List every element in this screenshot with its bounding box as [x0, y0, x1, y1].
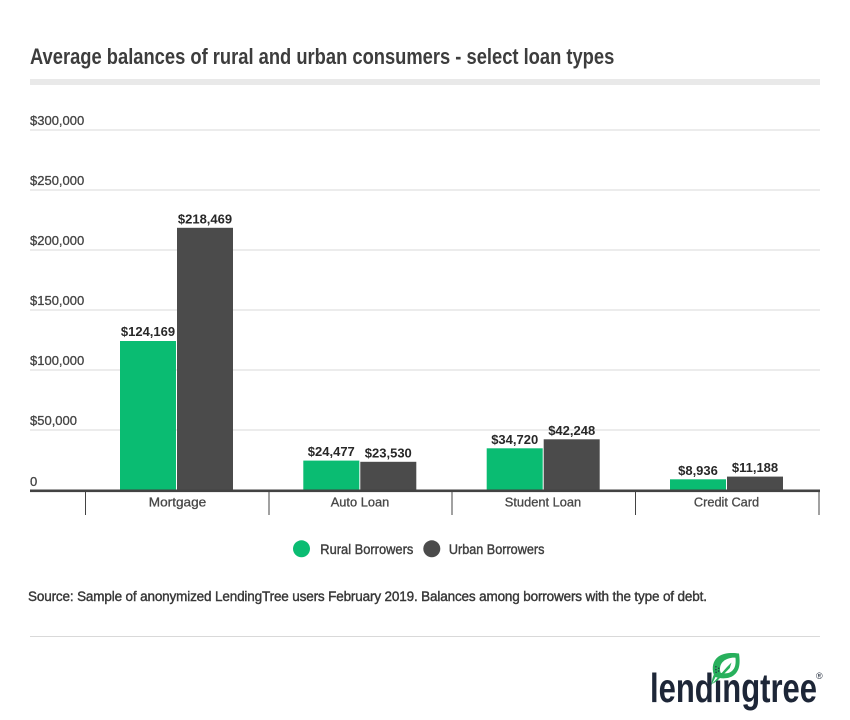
svg-text:$124,169: $124,169 — [121, 324, 175, 339]
svg-text:$218,469: $218,469 — [178, 211, 232, 226]
svg-text:$8,936: $8,936 — [678, 463, 718, 478]
svg-text:Student Loan: Student Loan — [505, 494, 581, 509]
svg-text:$24,477: $24,477 — [308, 444, 355, 459]
svg-text:$150,000: $150,000 — [30, 293, 84, 308]
svg-text:$200,000: $200,000 — [30, 233, 84, 248]
svg-text:$23,530: $23,530 — [365, 445, 412, 460]
svg-text:$42,248: $42,248 — [548, 423, 595, 438]
svg-text:0: 0 — [30, 474, 37, 489]
svg-text:$100,000: $100,000 — [30, 353, 84, 368]
svg-text:Urban Borrowers: Urban Borrowers — [449, 542, 545, 557]
svg-text:$34,720: $34,720 — [491, 432, 538, 447]
svg-text:Rural Borrowers: Rural Borrowers — [320, 542, 413, 557]
svg-text:$11,188: $11,188 — [732, 460, 778, 475]
svg-text:®: ® — [816, 671, 823, 681]
svg-text:$300,000: $300,000 — [30, 113, 84, 128]
svg-text:Credit Card: Credit Card — [694, 494, 759, 509]
svg-text:Auto Loan: Auto Loan — [331, 494, 390, 509]
svg-text:$250,000: $250,000 — [30, 173, 84, 188]
svg-text:$50,000: $50,000 — [30, 413, 77, 428]
svg-text:Mortgage: Mortgage — [149, 494, 207, 509]
